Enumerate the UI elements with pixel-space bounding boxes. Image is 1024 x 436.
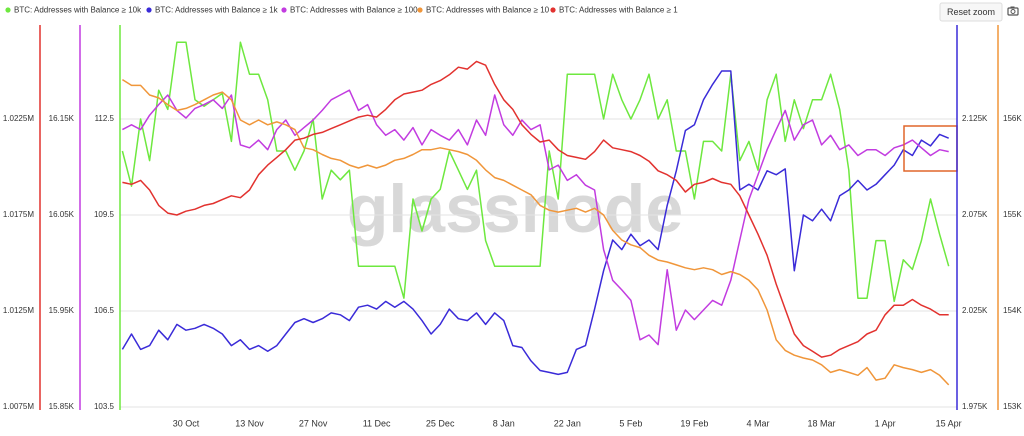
y-tick-label: 16.05K — [49, 210, 75, 219]
y-tick-label: 154K — [1003, 306, 1022, 315]
y-tick-label: 2.025K — [962, 306, 988, 315]
legend-marker[interactable] — [417, 7, 423, 13]
x-tick-label: 5 Feb — [619, 418, 642, 428]
x-tick-label: 22 Jan — [554, 418, 581, 428]
y-tick-label: 109.5 — [94, 210, 115, 219]
y-tick-label: 16.15K — [49, 114, 75, 123]
legend-marker[interactable] — [146, 7, 152, 13]
y-tick-label: 112.5 — [95, 114, 115, 123]
legend-label[interactable]: BTC: Addresses with Balance ≥ 100 — [290, 6, 418, 15]
x-tick-label: 15 Apr — [936, 418, 962, 428]
y-tick-label: 1.0125M — [3, 306, 34, 315]
x-tick-label: 8 Jan — [493, 418, 515, 428]
legend-item[interactable]: BTC: Addresses with Balance ≥ 1k — [146, 6, 279, 15]
x-tick-label: 4 Mar — [746, 418, 769, 428]
legend-label[interactable]: BTC: Addresses with Balance ≥ 10 — [426, 6, 550, 15]
series-line — [122, 60, 949, 358]
y-tick-label: 2.125K — [962, 114, 988, 123]
x-tick-label: 30 Oct — [173, 418, 200, 428]
y-tick-label: 155K — [1003, 210, 1022, 219]
y-tick-label: 1.0225M — [3, 114, 34, 123]
legend-item[interactable]: BTC: Addresses with Balance ≥ 1 — [550, 6, 678, 15]
legend-label[interactable]: BTC: Addresses with Balance ≥ 1k — [155, 6, 279, 15]
reset-zoom-label[interactable]: Reset zoom — [947, 7, 995, 17]
series-line — [121, 70, 949, 376]
legend-marker[interactable] — [5, 7, 11, 13]
legend-label[interactable]: BTC: Addresses with Balance ≥ 1 — [559, 6, 678, 15]
y-tick-label: 156K — [1003, 114, 1022, 123]
y-tick-label: 106.5 — [94, 306, 115, 315]
y-tick-label: 153K — [1003, 402, 1022, 411]
reset-zoom-button[interactable] — [939, 2, 1003, 22]
legend-item[interactable]: BTC: Addresses with Balance ≥ 10k — [5, 6, 142, 15]
series-line — [121, 78, 950, 386]
y-tick-label: 103.5 — [94, 402, 115, 411]
y-tick-label: 1.975K — [962, 402, 988, 411]
watermark: glassnode — [347, 171, 683, 247]
series-line — [121, 41, 950, 303]
legend-marker[interactable] — [281, 7, 287, 13]
x-tick-label: 13 Nov — [235, 418, 264, 428]
legend-item[interactable]: BTC: Addresses with Balance ≥ 10 — [417, 6, 550, 15]
x-tick-label: 18 Mar — [808, 418, 836, 428]
y-tick-label: 1.0175M — [3, 210, 34, 219]
camera-icon[interactable] — [1007, 6, 1019, 16]
x-tick-label: 25 Dec — [426, 418, 455, 428]
x-tick-label: 11 Dec — [363, 418, 391, 428]
y-tick-label: 15.95K — [49, 306, 75, 315]
y-tick-label: 15.85K — [49, 402, 75, 411]
y-tick-label: 2.075K — [962, 210, 988, 219]
legend-marker[interactable] — [550, 7, 556, 13]
y-tick-label: 1.0075M — [3, 402, 34, 411]
legend-item[interactable]: BTC: Addresses with Balance ≥ 100 — [281, 6, 418, 15]
x-tick-label: 1 Apr — [875, 418, 896, 428]
legend-label[interactable]: BTC: Addresses with Balance ≥ 10k — [14, 6, 142, 15]
series-line — [122, 89, 949, 346]
x-tick-label: 27 Nov — [299, 418, 328, 428]
x-tick-label: 19 Feb — [680, 418, 708, 428]
